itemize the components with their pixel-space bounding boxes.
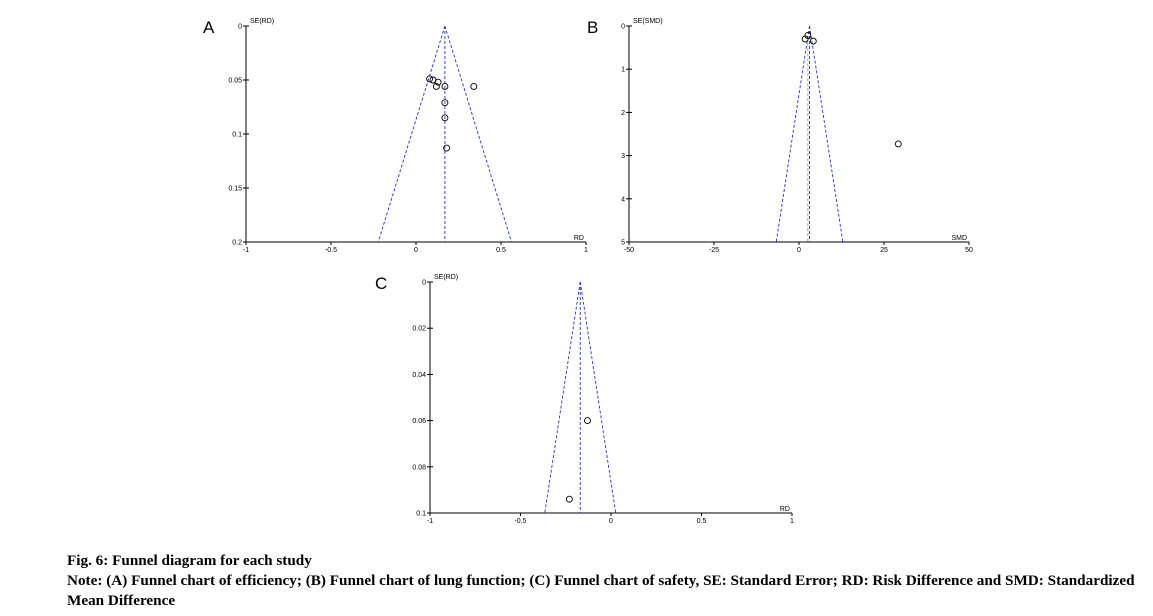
study-point xyxy=(801,35,809,43)
y-tick-label-a: 0.05 xyxy=(228,78,242,85)
x-tick-label-b: -50 xyxy=(624,247,634,254)
funnel-plot-b: B 0 1 2 3 4 5-50 -25 0 25 50 SE(SMD) SMD xyxy=(587,18,973,254)
study-point xyxy=(434,78,442,86)
x-tick-label-b: 50 xyxy=(965,247,973,254)
study-point xyxy=(441,83,449,90)
x-tick-label-b: 25 xyxy=(880,247,888,254)
study-point xyxy=(441,99,449,107)
study-point xyxy=(426,75,434,83)
study-point xyxy=(565,495,573,503)
y-axis-title-c: SE(RD) xyxy=(434,274,458,281)
x-tick-label-a: 1 xyxy=(584,247,588,254)
funnel-left-boundary-c xyxy=(544,281,581,514)
x-axis-title-c: RD xyxy=(780,506,790,513)
y-tick-label-a: 0.2 xyxy=(232,240,242,247)
funnel-plots-figure: A 00.050.10.150.2-1 -0.5 0 0.5 1SE(RD)RDB 0123… xyxy=(203,18,973,525)
y-tick-label-b: 3 xyxy=(621,153,625,160)
x-axis-title-b: SMD xyxy=(951,235,967,242)
y-tick-label-a: 0.1 xyxy=(232,132,242,139)
funnel-left-boundary-a xyxy=(377,25,446,243)
x-tick-label-c: -0.5 xyxy=(514,518,526,525)
x-tick-label-a: -1 xyxy=(243,247,249,254)
study-point xyxy=(894,140,902,148)
study-point xyxy=(470,83,478,90)
study-point xyxy=(432,83,440,90)
x-tick-label-b: 0 xyxy=(797,247,801,254)
y-tick-label-c: 0.08 xyxy=(412,464,426,471)
y-tick-label-b: 2 xyxy=(621,110,625,117)
funnel-plot-a: A 0 0.05 0.1 0.15 0.2-1 -0.5 0 0.5 1 SE(RD) RD xyxy=(203,18,588,254)
panel-letter-b: B xyxy=(587,18,598,37)
caption-title: Fig. 6: Funnel diagram for each study xyxy=(67,552,312,569)
y-tick-label-a: 0.15 xyxy=(228,186,242,193)
funnel-right-boundary-b xyxy=(809,25,844,243)
y-tick-label-a: 0 xyxy=(238,24,242,31)
x-tick-label-c: 0 xyxy=(609,518,613,525)
panel-letter-a: A xyxy=(203,18,215,37)
study-point xyxy=(809,37,817,45)
y-axis-title-a: SE(RD) xyxy=(250,18,274,25)
funnel-right-boundary-c xyxy=(579,281,617,514)
funnel-plot-c: C 0 0.02 0.04 0.06 0.08 0.1-1 -0.5 0 0.5 1 SE(RD) RD xyxy=(375,274,794,525)
funnel-left-boundary-b xyxy=(775,25,810,243)
study-point xyxy=(443,144,451,152)
x-tick-label-a: 0 xyxy=(414,247,418,254)
caption-note: Note: (A) Funnel chart of efficiency; (B… xyxy=(67,572,1135,609)
y-tick-label-c: 0.1 xyxy=(416,511,426,518)
y-tick-label-b: 0 xyxy=(621,24,625,31)
x-tick-label-a: 0.5 xyxy=(496,247,506,254)
x-tick-label-c: 1 xyxy=(790,518,794,525)
y-axis-title-b: SE(SMD) xyxy=(633,18,663,25)
x-tick-label-c: 0.5 xyxy=(697,518,707,525)
x-tick-label-b: -25 xyxy=(709,247,719,254)
y-tick-label-c: 0.06 xyxy=(412,418,426,425)
study-point xyxy=(441,114,449,122)
y-tick-label-c: 0.04 xyxy=(412,372,426,379)
study-point xyxy=(584,417,591,425)
x-axis-title-a: RD xyxy=(574,235,584,242)
y-tick-label-c: 0 xyxy=(422,280,426,287)
y-tick-label-b: 4 xyxy=(621,196,625,203)
y-tick-label-b: 1 xyxy=(621,67,625,74)
x-tick-label-a: -0.5 xyxy=(325,247,337,254)
y-tick-label-c: 0.02 xyxy=(412,326,426,333)
y-tick-label-b: 5 xyxy=(621,240,625,247)
figure-caption: Fig. 6: Funnel diagram for each study No… xyxy=(67,551,1142,611)
panel-letter-c: C xyxy=(375,274,387,293)
funnel-right-boundary-a xyxy=(444,25,512,243)
x-tick-label-c: -1 xyxy=(427,518,433,525)
